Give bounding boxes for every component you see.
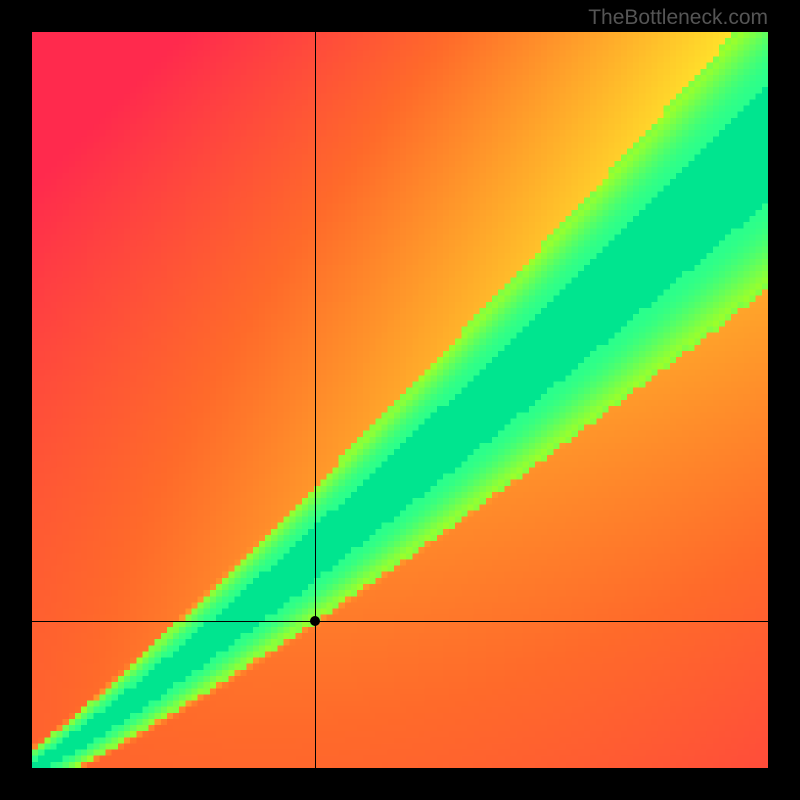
crosshair-vertical bbox=[315, 32, 316, 768]
watermark-text: TheBottleneck.com bbox=[588, 6, 768, 30]
crosshair-horizontal bbox=[32, 621, 768, 622]
marker-dot bbox=[310, 616, 320, 626]
heatmap-canvas bbox=[32, 32, 768, 768]
plot-area bbox=[32, 32, 768, 768]
